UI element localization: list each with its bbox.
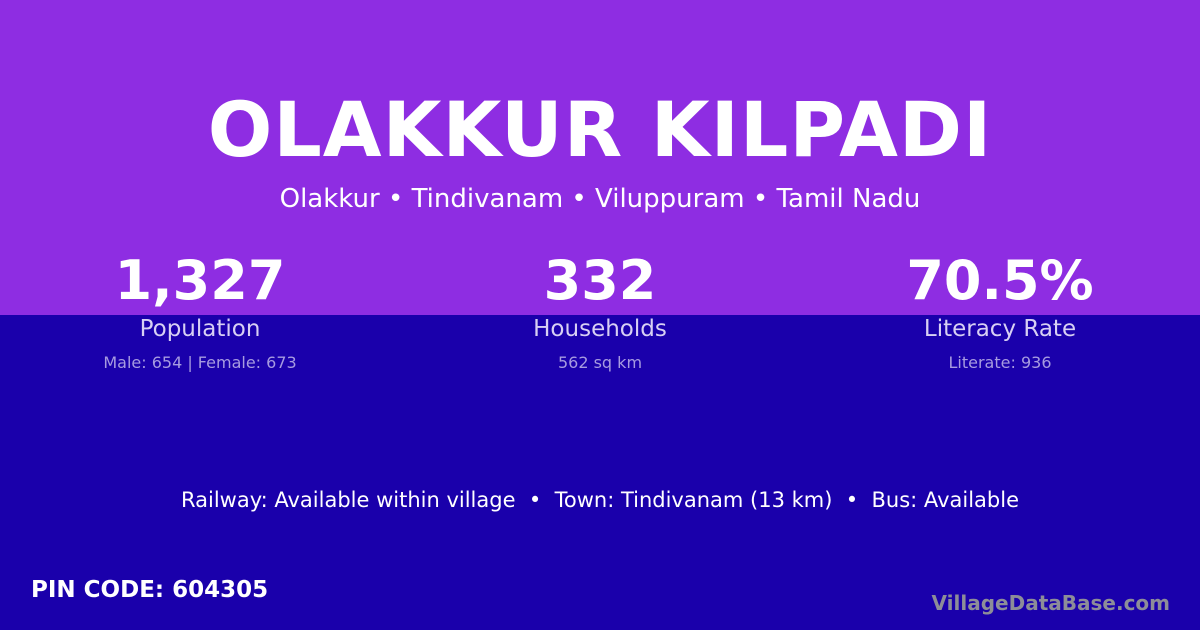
amenities-line: Railway: Available within village • Town… — [181, 488, 1019, 512]
stat-label: Population — [139, 316, 261, 342]
body-band — [0, 315, 1200, 630]
brand-watermark: VillageDataBase.com — [931, 591, 1170, 615]
stat-label: Literacy Rate — [923, 316, 1077, 342]
header-band — [0, 0, 1200, 315]
stat-value: 70.5% — [906, 249, 1094, 312]
stat-detail: Male: 654 | Female: 673 — [103, 353, 297, 372]
stat-value: 332 — [543, 249, 657, 312]
stat-literacy: 70.5% Literacy Rate Literate: 936 — [800, 248, 1200, 374]
location-breadcrumb: Olakkur • Tindivanam • Viluppuram • Tami… — [279, 184, 921, 214]
stat-households: 332 Households 562 sq km — [400, 248, 800, 374]
pin-code: PIN CODE: 604305 — [31, 577, 269, 603]
stat-population: 1,327 Population Male: 654 | Female: 673 — [0, 248, 400, 374]
stat-value: 1,327 — [114, 249, 286, 312]
stat-detail: 562 sq km — [557, 353, 643, 372]
village-title: OLAKKUR KILPADI — [207, 85, 993, 174]
stat-detail: Literate: 936 — [948, 353, 1052, 372]
stat-label: Households — [533, 316, 667, 342]
